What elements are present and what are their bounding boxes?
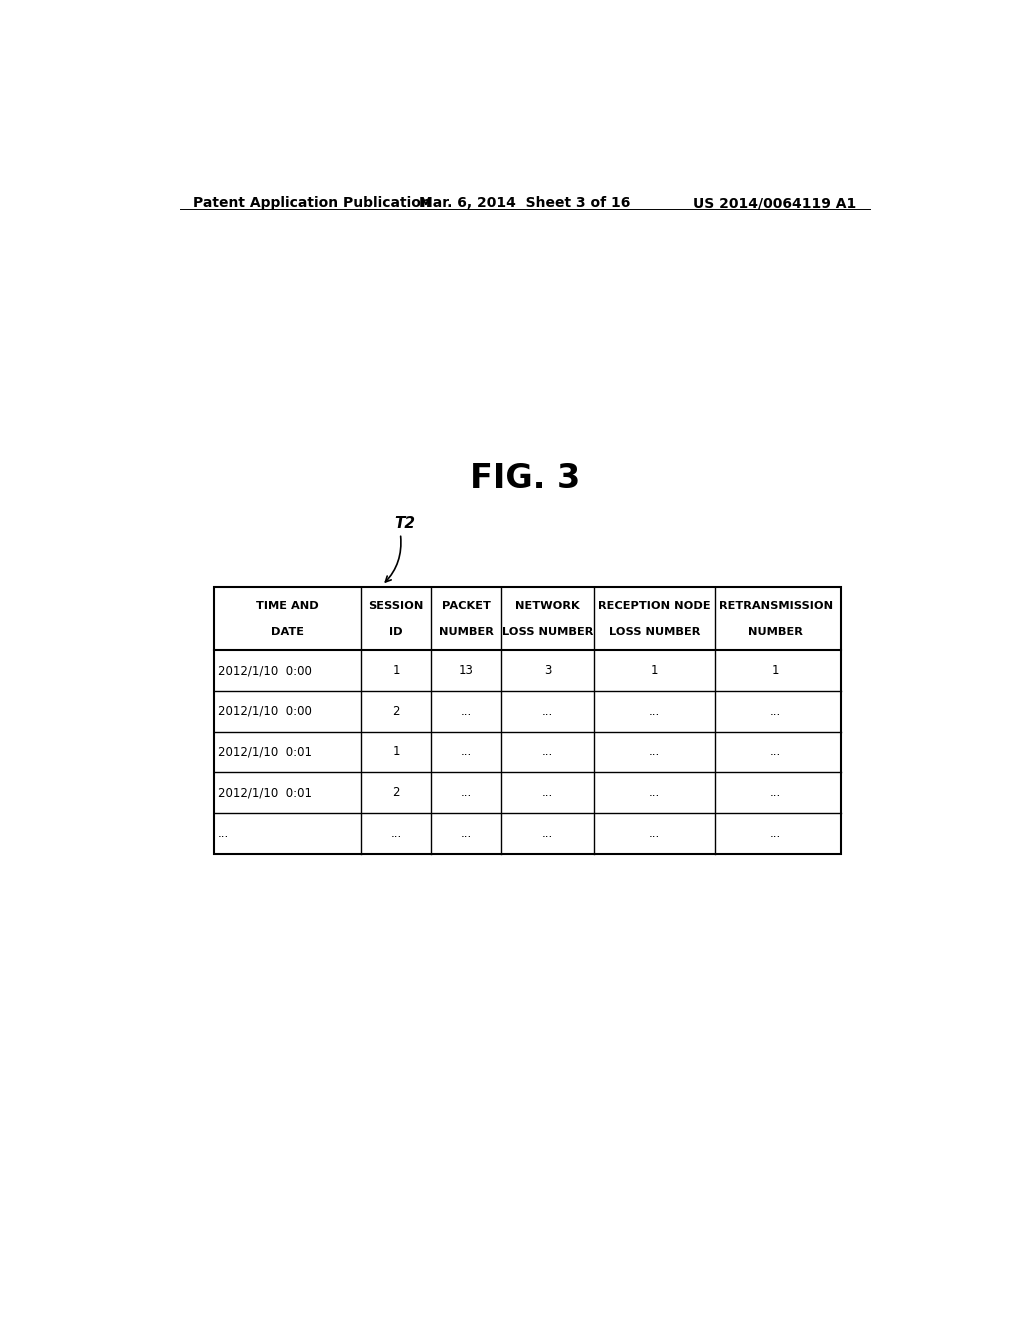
Text: 1: 1 — [392, 746, 400, 759]
Text: ...: ... — [649, 787, 660, 799]
Text: FIG. 3: FIG. 3 — [470, 462, 580, 495]
Text: LOSS NUMBER: LOSS NUMBER — [502, 627, 594, 638]
Text: ...: ... — [461, 826, 472, 840]
Text: PACKET: PACKET — [442, 601, 490, 611]
Text: TIME AND: TIME AND — [256, 601, 318, 611]
Text: 2: 2 — [392, 705, 400, 718]
Text: ...: ... — [543, 746, 554, 759]
Text: ...: ... — [770, 746, 781, 759]
Text: 1: 1 — [772, 664, 779, 677]
Text: DATE: DATE — [271, 627, 304, 638]
Text: ...: ... — [649, 746, 660, 759]
Text: NUMBER: NUMBER — [749, 627, 803, 638]
Text: ...: ... — [649, 705, 660, 718]
Text: ...: ... — [543, 826, 554, 840]
Text: ...: ... — [543, 705, 554, 718]
Text: ...: ... — [770, 705, 781, 718]
Text: T2: T2 — [394, 516, 415, 532]
Text: SESSION: SESSION — [369, 601, 424, 611]
Text: US 2014/0064119 A1: US 2014/0064119 A1 — [693, 195, 856, 210]
Text: 1: 1 — [392, 664, 400, 677]
Text: RECEPTION NODE: RECEPTION NODE — [598, 601, 711, 611]
Bar — [214, 587, 841, 854]
Text: 3: 3 — [544, 664, 552, 677]
Text: LOSS NUMBER: LOSS NUMBER — [609, 627, 700, 638]
Text: ...: ... — [461, 746, 472, 759]
Text: NUMBER: NUMBER — [439, 627, 494, 638]
Text: 2: 2 — [392, 787, 400, 799]
Text: 13: 13 — [459, 664, 474, 677]
Text: Patent Application Publication: Patent Application Publication — [194, 195, 431, 210]
Text: ...: ... — [461, 705, 472, 718]
Text: 1: 1 — [651, 664, 658, 677]
Text: NETWORK: NETWORK — [515, 601, 581, 611]
Text: ...: ... — [649, 826, 660, 840]
Text: Mar. 6, 2014  Sheet 3 of 16: Mar. 6, 2014 Sheet 3 of 16 — [419, 195, 631, 210]
Text: 2012/1/10  0:01: 2012/1/10 0:01 — [218, 746, 311, 759]
Text: ID: ID — [389, 627, 403, 638]
Text: ...: ... — [770, 787, 781, 799]
Text: 2012/1/10  0:01: 2012/1/10 0:01 — [218, 787, 311, 799]
Text: 2012/1/10  0:00: 2012/1/10 0:00 — [218, 664, 311, 677]
Text: ...: ... — [390, 826, 401, 840]
Text: ...: ... — [218, 826, 229, 840]
Text: ...: ... — [461, 787, 472, 799]
Text: 2012/1/10  0:00: 2012/1/10 0:00 — [218, 705, 311, 718]
Text: RETRANSMISSION: RETRANSMISSION — [719, 601, 833, 611]
Text: ...: ... — [770, 826, 781, 840]
Text: ...: ... — [543, 787, 554, 799]
